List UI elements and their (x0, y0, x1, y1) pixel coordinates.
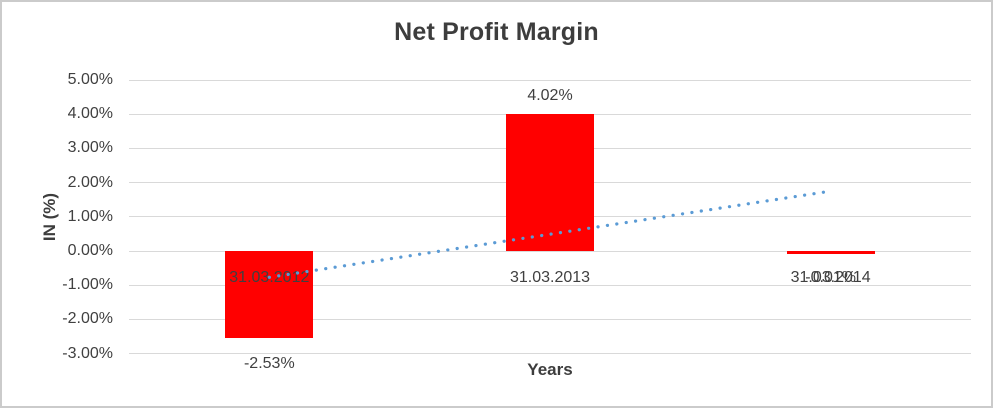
data-label: 4.02% (527, 86, 573, 104)
bar-31.03.2012[interactable] (225, 251, 314, 338)
chart-title: Net Profit Margin (394, 18, 599, 46)
gridline (129, 353, 971, 355)
category-label: 31.03.2013 (509, 269, 591, 286)
y-axis-tick-label: -2.00% (62, 310, 113, 328)
y-axis-tick-label: 2.00% (67, 173, 113, 191)
data-label: -0.01% (805, 269, 856, 286)
bar-31.03.2014[interactable] (786, 251, 875, 254)
y-axis-tick-label: 3.00% (67, 139, 113, 157)
category-label: 31.03.2012 (229, 269, 310, 286)
y-axis-tick-label: 4.00% (67, 105, 113, 123)
y-axis-tick-label: 0.00% (67, 242, 113, 259)
gridline (129, 79, 971, 81)
y-axis-tick-label: 1.00% (67, 207, 113, 225)
y-axis-tick-label: -3.00% (62, 344, 113, 362)
bar-31.03.2013[interactable] (506, 113, 594, 251)
x-axis-title: Years (527, 360, 573, 379)
gridline (129, 318, 971, 320)
data-label: -2.53% (243, 354, 295, 372)
y-axis-tick-label: -1.00% (62, 276, 113, 294)
y-axis-tick-label: 5.00% (67, 71, 113, 88)
gridline (129, 284, 971, 286)
